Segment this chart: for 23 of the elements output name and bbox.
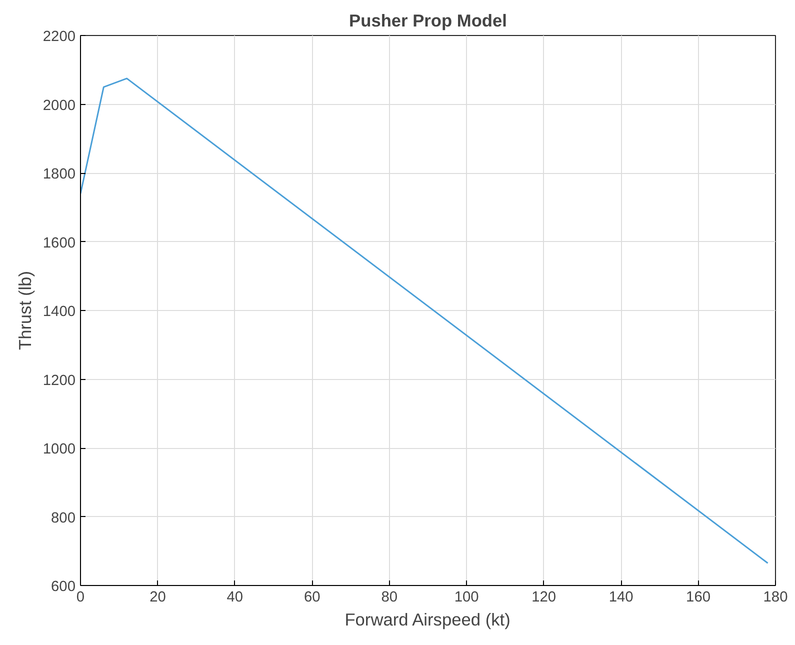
x-tick-label: 80 (381, 590, 398, 606)
y-tick-label: 600 (51, 579, 76, 595)
line-series (80, 78, 769, 564)
chart-title: Pusher Prop Model (349, 10, 507, 30)
y-tick-label: 1800 (42, 166, 76, 182)
y-tick-label: 1400 (42, 304, 76, 320)
x-tick-label: 40 (226, 590, 244, 606)
x-axis-title: Forward Airspeed (kt) (344, 610, 510, 630)
x-tick-label: 100 (454, 590, 479, 606)
x-tick-label: 120 (532, 590, 556, 606)
y-axis-title: Thrust (lb) (14, 271, 35, 350)
x-tick-label: 60 (304, 590, 320, 606)
x-tick-label: 180 (763, 590, 788, 606)
x-tick-label: 20 (150, 590, 166, 606)
y-tick-label: 1000 (42, 442, 76, 458)
y-tick-label: 800 (51, 510, 76, 526)
x-tick-label: 0 (76, 590, 85, 606)
y-tick-label: 2000 (42, 98, 76, 114)
x-tick-label: 160 (686, 590, 711, 606)
y-tick-label: 1600 (42, 235, 76, 252)
y-tick-label: 2200 (42, 29, 76, 45)
y-tick-label: 1200 (42, 372, 76, 389)
x-tick-label: 140 (608, 590, 634, 606)
